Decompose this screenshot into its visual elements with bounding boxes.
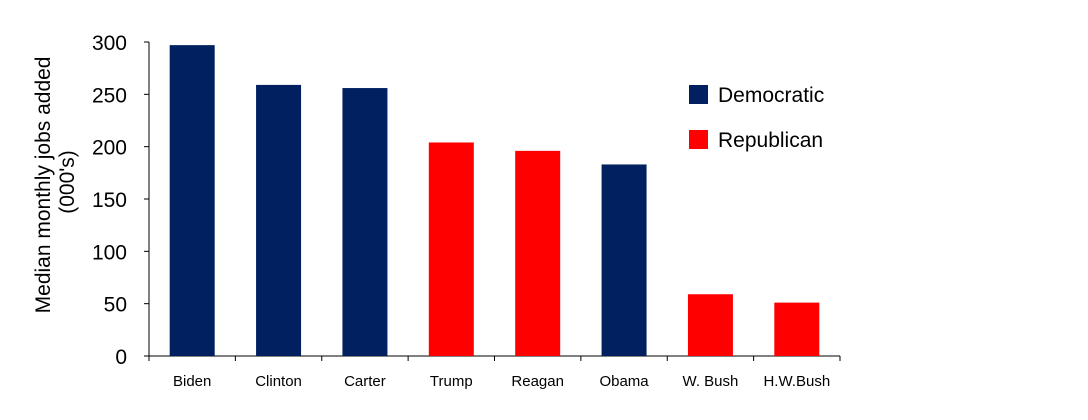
x-category-label: Clinton: [255, 373, 302, 390]
x-category-label: Trump: [430, 373, 473, 390]
bar-w-bush: [687, 294, 733, 356]
y-tick-label: 250: [92, 84, 127, 107]
x-category-label: Carter: [344, 373, 386, 390]
y-tick-label: 0: [115, 346, 127, 369]
bar-biden: [169, 45, 215, 356]
legend-label-republican: Republican: [718, 129, 823, 152]
y-tick-label: 100: [92, 241, 127, 264]
y-axis-title-line-2: (000's): [56, 150, 79, 214]
x-category-label: H.W.Bush: [763, 373, 830, 390]
bar-h-w-bush: [774, 302, 820, 356]
bar-trump: [428, 142, 474, 356]
legend-swatch-republican: [689, 130, 708, 149]
y-axis-title-line-1: Median monthly jobs added: [32, 57, 55, 314]
y-tick-label: 200: [92, 137, 127, 160]
x-category-label: Obama: [599, 373, 649, 390]
bar-obama: [601, 164, 647, 356]
y-tick-label: 300: [92, 32, 127, 55]
y-axis-title: Median monthly jobs added (000's): [32, 51, 79, 314]
y-tick-label: 50: [104, 294, 127, 317]
x-category-label: Biden: [173, 373, 211, 390]
x-category-label: Reagan: [511, 373, 564, 390]
legend: Democratic Republican: [689, 84, 824, 152]
bar-clinton: [256, 84, 302, 356]
bar-reagan: [515, 150, 561, 356]
x-category-label: W. Bush: [683, 373, 739, 390]
legend-swatch-democratic: [689, 85, 708, 104]
legend-label-democratic: Democratic: [718, 84, 824, 107]
bar-carter: [342, 88, 388, 356]
y-tick-label: 150: [92, 189, 127, 212]
